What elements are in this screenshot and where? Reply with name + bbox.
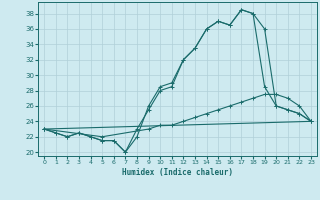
X-axis label: Humidex (Indice chaleur): Humidex (Indice chaleur) — [122, 168, 233, 177]
